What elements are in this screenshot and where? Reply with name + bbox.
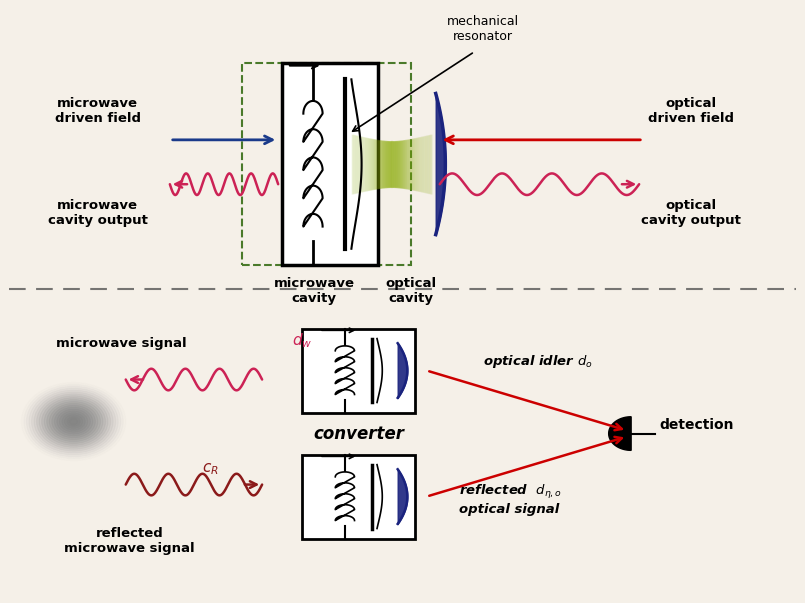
Circle shape bbox=[31, 390, 116, 453]
Circle shape bbox=[39, 396, 108, 447]
Text: reflected
microwave signal: reflected microwave signal bbox=[64, 526, 195, 555]
Text: optical
cavity output: optical cavity output bbox=[642, 199, 741, 227]
Circle shape bbox=[44, 400, 103, 443]
Text: optical
driven field: optical driven field bbox=[648, 98, 734, 125]
Circle shape bbox=[42, 398, 105, 446]
Text: mechanical
resonator: mechanical resonator bbox=[447, 14, 518, 43]
Circle shape bbox=[62, 413, 85, 430]
Text: $c_R$: $c_R$ bbox=[201, 462, 218, 478]
Circle shape bbox=[34, 392, 113, 451]
Bar bbox=[283, 63, 378, 265]
Circle shape bbox=[37, 394, 110, 449]
Text: microwave
cavity output: microwave cavity output bbox=[47, 199, 147, 227]
Text: $d_w$: $d_w$ bbox=[292, 331, 312, 350]
Text: reflected  $d_{\eta,o}$
optical signal: reflected $d_{\eta,o}$ optical signal bbox=[459, 483, 562, 516]
Text: detection: detection bbox=[659, 417, 733, 432]
Text: microwave signal: microwave signal bbox=[56, 337, 187, 350]
Bar bbox=[302, 329, 415, 412]
Bar bbox=[242, 63, 411, 265]
Text: microwave
cavity: microwave cavity bbox=[274, 277, 355, 306]
Circle shape bbox=[47, 402, 101, 441]
Polygon shape bbox=[609, 417, 631, 450]
Circle shape bbox=[49, 403, 98, 440]
Circle shape bbox=[64, 415, 83, 428]
Circle shape bbox=[57, 409, 90, 434]
Circle shape bbox=[60, 411, 88, 432]
Circle shape bbox=[69, 418, 77, 425]
Text: optical
cavity: optical cavity bbox=[385, 277, 436, 306]
Text: converter: converter bbox=[313, 425, 404, 443]
Circle shape bbox=[55, 407, 93, 436]
Text: optical idler $d_o$: optical idler $d_o$ bbox=[483, 353, 592, 370]
Text: microwave
driven field: microwave driven field bbox=[55, 98, 141, 125]
Bar bbox=[302, 455, 415, 538]
Circle shape bbox=[67, 417, 80, 426]
Circle shape bbox=[52, 405, 95, 438]
